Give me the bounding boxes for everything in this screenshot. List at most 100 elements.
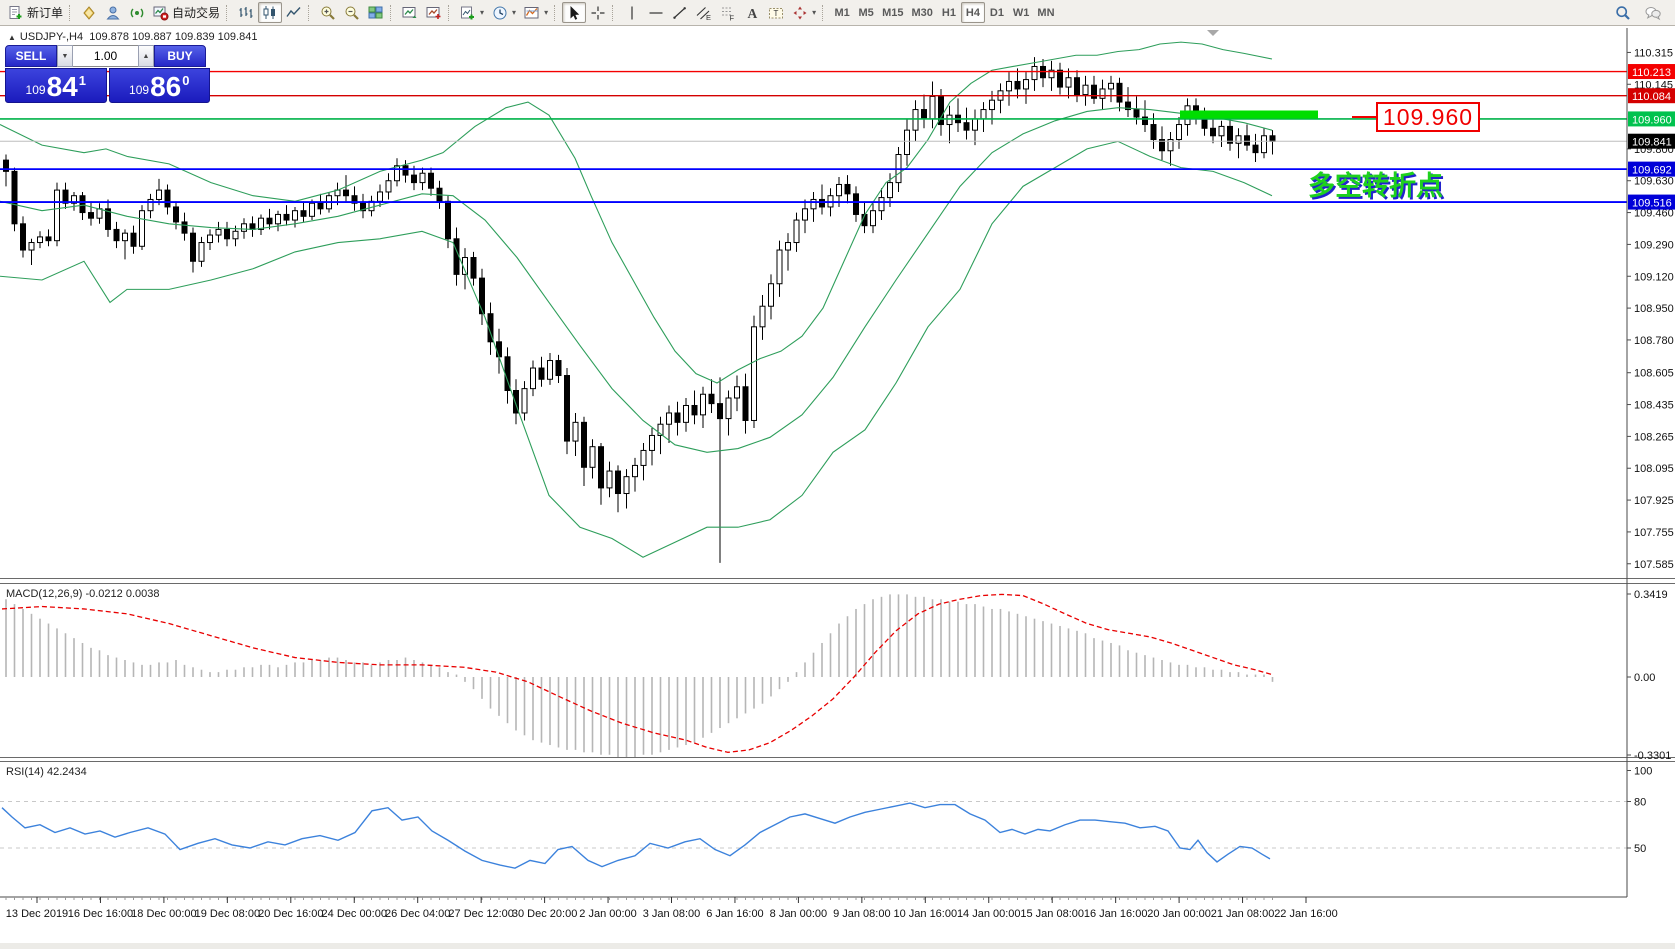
svg-text:110.084: 110.084 [1632,91,1671,103]
macd-panel[interactable] [1,593,1274,757]
toolbar-market-watch-button[interactable] [77,2,101,23]
svg-text:A: A [748,6,758,21]
toolbar-timeframe-m5-button[interactable]: M5 [854,2,878,23]
time-label: 3 Jan 08:00 [643,908,701,920]
price-badge-110.084: 110.084 [1628,88,1675,104]
toolbar-vertical-line-button[interactable] [620,2,644,23]
time-label: 30 Dec 20:00 [512,908,577,920]
price-axis[interactable]: 110.315110.145109.800109.630109.460109.2… [1626,28,1675,897]
price-badge-109.692: 109.692 [1628,161,1675,177]
svg-text:109.516: 109.516 [1632,198,1672,210]
toolbar-timeframe-mn-button[interactable]: MN [1033,2,1058,23]
indicators-icon [402,6,417,18]
toolbar-auto-trading-button[interactable]: 自动交易 [149,2,224,23]
svg-text:50: 50 [1634,843,1646,855]
macd-signal-line [1,593,1273,753]
toolbar-timeframe-h4-button[interactable]: H4 [960,2,985,23]
toolbar-candle-chart-button[interactable] [258,2,283,23]
toolbar-chat-button[interactable] [1641,2,1665,23]
market-watch-icon [83,5,95,20]
resistance-highlight-bar[interactable] [1180,110,1318,119]
toolbar-crosshair-button[interactable] [586,2,610,23]
svg-text:110.315: 110.315 [1634,47,1673,59]
toolbar-group: E F A T ▾ [620,0,820,26]
toolbar-tile-windows-button[interactable] [364,2,388,23]
toolbar-timeframe-mn-label: MN [1037,6,1055,19]
buy-price-button[interactable]: 109 86 0 [108,68,210,103]
panel-separator[interactable] [0,578,1675,579]
main-toolbar: 新订单 自动交易 ▾ ▾ ▾ E F A T ▾ M1 M5 M15 M30 H1 H4 D1 W1 MN [0,0,1675,26]
toolbar-fibonacci-button[interactable]: F [716,2,740,23]
svg-text:108.265: 108.265 [1634,431,1674,443]
time-label: 10 Jan 16:00 [893,908,957,920]
volume-decrease-button[interactable]: ▼ [57,45,73,67]
toolbar-timeframe-m15-button[interactable]: M15 [878,2,907,23]
toolbar-cursor-button[interactable] [562,2,587,23]
toolbar-group [562,0,610,26]
toolbar-timeframe-h1-button[interactable]: H1 [937,2,961,23]
volume-input[interactable] [73,45,138,67]
chevron-down-icon: ▾ [512,8,517,17]
toolbar-timeframe-m1-button[interactable]: M1 [830,2,854,23]
toolbar-text-label-button[interactable]: T [764,2,788,23]
templates-icon [524,6,539,18]
toolbar-group: 自动交易 [77,0,224,26]
toolbar-profile-button[interactable] [101,2,125,23]
toolbar-timeframe-d1-button[interactable]: D1 [985,2,1009,23]
chevron-down-icon: ▾ [812,8,817,17]
toolbar-new-order-button[interactable]: 新订单 [4,2,67,23]
chart-window[interactable]: 110.315 110.145 109.800 109.630 109.460 109.2… [0,26,1675,949]
toolbar-arrows-button[interactable]: ▾ [788,2,820,23]
buy-price-sup: 0 [182,73,190,88]
toolbar-search-button[interactable] [1611,2,1635,23]
toolbar-trendline-button[interactable] [668,2,692,23]
toolbar-signals-button[interactable] [125,2,149,23]
toolbar-indicators-add-button[interactable] [422,2,446,23]
toolbar-templates-button[interactable]: ▾ [520,2,552,23]
svg-text:100: 100 [1634,766,1652,778]
price-annotation-label[interactable]: 109.960 [1376,102,1480,132]
toolbar-indicators-button[interactable] [398,2,422,23]
toolbar-line-chart-button[interactable] [282,2,306,23]
toolbar-group-divider [69,4,73,21]
toolbar-zoom-out-button[interactable] [340,2,364,23]
toolbar-zoom-in-button[interactable] [316,2,340,23]
chat-icon [1645,6,1661,20]
toolbar-new-chart-button[interactable]: ▾ [456,2,488,23]
svg-text:109.120: 109.120 [1634,271,1674,283]
svg-text:109.841: 109.841 [1632,137,1672,149]
price-note-connector [1352,116,1376,118]
toolbar-text-button[interactable]: A [740,2,764,23]
toolbar-periods-button[interactable]: ▾ [488,2,520,23]
rsi-panel[interactable] [0,801,1627,869]
main-price-panel[interactable] [0,41,1627,563]
toolbar-timeframe-d1-label: D1 [989,6,1004,19]
toolbar-horizontal-line-button[interactable] [644,2,668,23]
svg-text:110.213: 110.213 [1632,67,1671,79]
toolbar-group: 新订单 [4,0,67,26]
toolbar-timeframe-w1-button[interactable]: W1 [1009,2,1034,23]
sell-button[interactable]: SELL [5,45,57,67]
toolbar-bar-chart-button[interactable] [234,2,258,23]
panel-separator[interactable] [0,757,1675,758]
caption-triangle-icon: ▲ [8,33,16,42]
pivot-point-annotation[interactable]: 多空转折点 [1308,171,1443,201]
toolbar-timeframe-m15-label: M15 [882,6,904,19]
buy-price-prefix: 109 [129,83,150,97]
toolbar-timeframe-m5-label: M5 [858,6,874,19]
toolbar-equidistant-channel-button[interactable]: E [692,2,716,23]
chart-shift-marker[interactable] [1207,30,1219,36]
volume-increase-button[interactable]: ▲ [138,45,154,67]
horizontal-lines-layer [0,70,1627,203]
bollinger-bands-layer [0,41,1273,558]
chart-canvas[interactable]: 110.315110.145109.800109.630109.460109.2… [0,26,1675,949]
sell-price-big: 84 [46,71,78,102]
toolbar-timeframe-m30-button[interactable]: M30 [908,2,937,23]
search-icon [1616,5,1630,20]
toolbar-group: ▾ ▾ ▾ [456,0,552,26]
macd-label: MACD(12,26,9) -0.0212 0.0038 [6,588,159,600]
sell-price-button[interactable]: 109 84 1 [5,68,107,103]
buy-button[interactable]: BUY [154,45,206,67]
